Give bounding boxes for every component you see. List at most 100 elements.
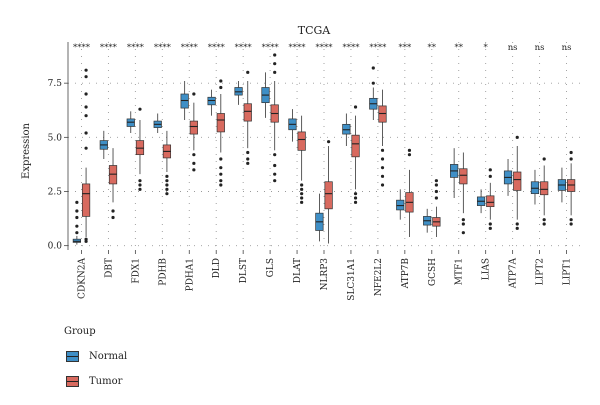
y-axis-label: Expression (21, 122, 32, 179)
outlier-tumor-dlst-0 (246, 150, 250, 155)
significance-label-10: **** (342, 43, 360, 53)
outlier-tumor-pdhb-2 (165, 183, 169, 187)
outlier-tumor-gls-4 (273, 70, 277, 74)
outlier-tumor-pdhb-0 (165, 174, 169, 178)
plot-area: 0.0 2.5 5.0 7.5 CDKN2A DBT FDX1 PDHB PDHA1 DLD DLS… (48, 42, 580, 301)
x-tick-label-mtf1: MTF1 (455, 258, 465, 285)
outlier-tumor-nfe2l2-0 (380, 148, 385, 152)
outlier-tumor-pdhb-3 (165, 187, 169, 191)
outlier-tumor-gls-0 (273, 153, 277, 157)
y-tick-label-2: 5.0 (48, 133, 63, 143)
outlier-tumor-gls-6 (273, 53, 277, 57)
outlier-tumor-lipt1-3 (569, 150, 573, 155)
outlier-tumor-cdkn2a-4 (84, 114, 88, 118)
outlier-normal-cdkn2a-1 (75, 224, 79, 228)
outlier-tumor-lipt1-0 (569, 218, 573, 222)
outlier-normal-cdkn2a-4 (75, 200, 79, 204)
x-tick-label-fdx1: FDX1 (131, 258, 141, 284)
y-tick-label-3: 7.5 (48, 79, 63, 89)
outlier-tumor-gcsh-1 (434, 189, 438, 194)
outlier-normal-nfe2l2-1 (371, 66, 375, 70)
outlier-tumor-pdha1-2 (192, 168, 196, 172)
outlier-tumor-gcsh-3 (434, 179, 438, 183)
y-tick-label-0: 0.0 (48, 242, 63, 252)
chart-title: TCGA (298, 24, 332, 37)
outlier-tumor-dbt-1 (111, 215, 115, 220)
significance-label-16: ns (508, 43, 518, 53)
significance-label-11: **** (369, 43, 387, 53)
box-tumor-lipt2 (540, 181, 549, 196)
significance-label-1: **** (100, 43, 118, 53)
legend-swatch-normal (66, 351, 79, 362)
significance-label-0: **** (73, 43, 91, 53)
outlier-tumor-atp7a-2 (515, 135, 519, 139)
outlier-tumor-cdkn2a-5 (84, 105, 88, 109)
outlier-normal-cdkn2a-0 (75, 231, 79, 235)
outlier-tumor-cdkn2a-7 (84, 75, 88, 79)
outlier-tumor-gls-3 (273, 179, 277, 183)
box-tumor-slc31a1 (351, 134, 360, 158)
x-tick-label-dlst: DLST (239, 258, 249, 283)
outlier-tumor-lias-1 (488, 226, 492, 230)
outlier-tumor-gls-2 (273, 172, 277, 176)
outlier-tumor-pdhb-4 (165, 192, 169, 196)
outlier-tumor-nfe2l2-4 (380, 183, 385, 187)
outlier-tumor-atp7b-0 (407, 153, 412, 157)
outlier-tumor-atp7b-1 (407, 148, 412, 152)
legend: Group Normal Tumor (64, 326, 127, 387)
outlier-tumor-nfe2l2-2 (380, 166, 385, 170)
outlier-tumor-nfe2l2-3 (380, 174, 385, 178)
outlier-tumor-dlst-1 (246, 157, 250, 161)
outlier-tumor-gls-1 (273, 163, 277, 168)
legend-item-normal: Normal (64, 351, 127, 362)
outlier-tumor-lipt2-2 (542, 157, 546, 161)
outlier-tumor-lias-2 (488, 174, 492, 178)
outlier-tumor-dlat-1 (300, 187, 304, 191)
outlier-tumor-nfe2l2-1 (380, 157, 385, 161)
outlier-tumor-lipt2-1 (542, 222, 546, 226)
box-tumor-lias (486, 195, 495, 208)
significance-label-8: **** (289, 43, 307, 53)
significance-label-4: **** (181, 43, 199, 53)
x-tick-label-slc31a1: SLC31A1 (347, 258, 357, 301)
outlier-tumor-fdx1-0 (138, 179, 142, 183)
outlier-tumor-pdha1-3 (192, 92, 196, 96)
outlier-tumor-cdkn2a-3 (84, 131, 88, 135)
x-tick-label-cdkn2a: CDKN2A (77, 258, 87, 299)
outlier-tumor-fdx1-2 (138, 187, 142, 191)
y-tick-label-1: 2.5 (48, 188, 63, 198)
significance-label-13: ** (428, 43, 437, 53)
outlier-tumor-slc31a1-0 (353, 192, 358, 196)
significance-label-2: **** (127, 43, 145, 53)
outlier-tumor-dld-4 (219, 183, 223, 187)
outlier-tumor-nlrp3-0 (327, 140, 331, 144)
outlier-normal-cdkn2a-2 (75, 215, 79, 220)
box-tumor-dlst (243, 103, 252, 122)
significance-label-18: ns (562, 43, 572, 53)
x-tick-label-dbt: DBT (104, 258, 114, 278)
significance-label-6: **** (235, 43, 253, 53)
outlier-tumor-mtf1-0 (461, 218, 465, 222)
x-tick-label-lipt2: LIPT2 (536, 258, 546, 285)
outlier-tumor-dld-3 (219, 179, 223, 183)
outlier-tumor-atp7a-1 (515, 226, 519, 230)
outlier-tumor-mtf1-1 (461, 222, 465, 226)
outlier-tumor-gcsh-0 (434, 196, 438, 200)
x-tick-label-dld: DLD (212, 258, 222, 278)
significance-label-12: *** (398, 43, 412, 53)
outlier-tumor-dld-6 (219, 79, 223, 83)
significance-label-3: **** (154, 43, 172, 53)
outlier-tumor-slc31a1-3 (353, 105, 358, 109)
outlier-tumor-atp7a-0 (515, 222, 519, 226)
outlier-tumor-gls-5 (273, 62, 277, 66)
outlier-tumor-dlst-2 (246, 161, 250, 165)
x-tick-label-atp7b: ATP7B (401, 258, 411, 290)
outlier-tumor-mtf1-2 (461, 231, 465, 235)
outlier-tumor-dld-1 (219, 166, 223, 170)
outlier-tumor-dlat-2 (300, 192, 304, 196)
x-tick-label-dlat: DLAT (293, 258, 303, 283)
outlier-tumor-fdx1-3 (138, 107, 142, 111)
significance-label-7: **** (262, 43, 280, 53)
outlier-tumor-cdkn2a-6 (84, 92, 88, 96)
legend-item-tumor: Tumor (64, 376, 127, 387)
